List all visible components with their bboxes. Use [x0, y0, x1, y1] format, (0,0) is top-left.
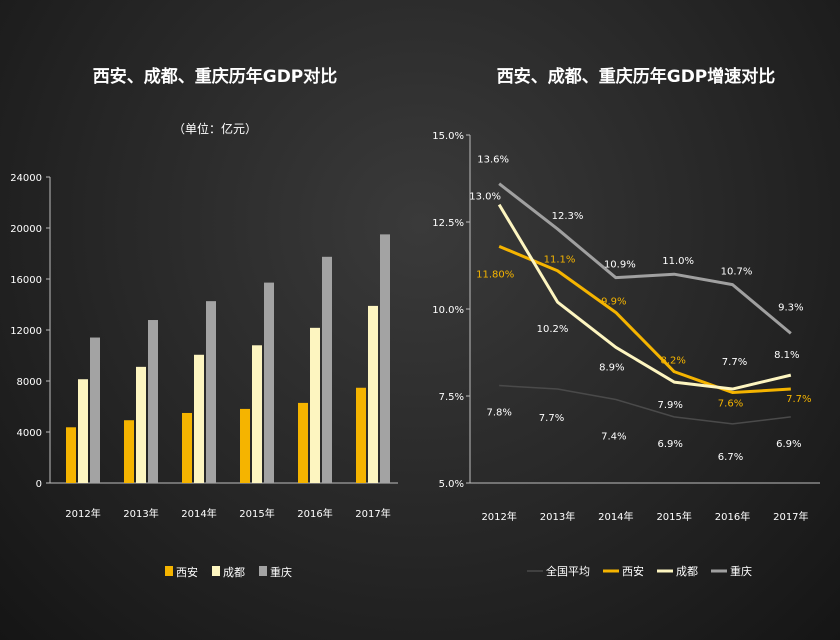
bar-legend-label: 西安: [176, 565, 198, 579]
line-y-tick-label: 10.0%: [432, 305, 464, 316]
line-y-tick-label: 15.0%: [432, 131, 464, 142]
line-data-label: 10.2%: [537, 324, 569, 335]
line-data-label: 8.9%: [599, 362, 624, 373]
line-data-label: 6.9%: [657, 439, 682, 450]
bar-x-tick-label: 2016年: [297, 507, 332, 520]
bar-成都-2012年: [78, 379, 88, 483]
line-legend-label: 成都: [676, 565, 698, 578]
line-data-label: 6.7%: [718, 452, 743, 463]
line-data-label: 7.6%: [718, 399, 743, 410]
line-data-label: 10.7%: [721, 267, 753, 278]
bar-西安-2014年: [182, 412, 192, 483]
line-data-label: 11.80%: [476, 269, 514, 280]
bar-成都-2017年: [368, 305, 378, 483]
line-x-tick-label: 2014年: [598, 510, 633, 523]
line-series-重庆: [498, 182, 792, 335]
line-legend: 全国平均 西安 成都 重庆: [527, 564, 752, 578]
line-data-label: 6.9%: [776, 439, 801, 450]
bar-axes: 0 4000 8000 12000 16000 20000 24000 2012年 2013年 2…: [10, 173, 398, 520]
line-x-tick-label: 2012年: [481, 510, 516, 523]
line-data-label: 9.9%: [601, 296, 626, 307]
line-legend-label: 重庆: [730, 564, 752, 578]
line-data-label: 12.3%: [552, 211, 584, 222]
bar-marks: [66, 234, 390, 483]
bar-legend-swatch: [165, 566, 173, 576]
bar-成都-2015年: [252, 345, 262, 483]
line-legend-label: 西安: [622, 564, 644, 578]
line-x-tick-label: 2017年: [773, 510, 808, 523]
bar-y-tick-label: 20000: [10, 224, 42, 235]
line-series-全国平均: [499, 384, 791, 425]
line-chart: 西安、成都、重庆历年GDP增速对比 5.0% 7.5% 10.0% 12.5% 15.0…: [432, 66, 820, 578]
bar-x-tick-label: 2015年: [239, 507, 274, 520]
line-data-label: 7.8%: [486, 408, 511, 419]
bar-legend-swatch: [259, 566, 267, 576]
bar-legend-label: 重庆: [270, 565, 292, 579]
line-data-label: 9.3%: [778, 302, 803, 313]
line-y-tick-label: 5.0%: [439, 479, 464, 490]
line-data-label: 8.2%: [660, 356, 685, 367]
line-x-tick-label: 2016年: [715, 510, 750, 523]
line-legend-label: 全国平均: [546, 564, 590, 578]
bar-x-tick-label: 2012年: [65, 507, 100, 520]
bar-西安-2012年: [66, 427, 76, 483]
bar-y-tick-label: 0: [36, 479, 42, 490]
line-data-label: 13.0%: [469, 192, 501, 203]
bar-重庆-2014年: [206, 301, 216, 483]
line-data-label: 7.4%: [601, 431, 626, 442]
bar-x-tick-label: 2014年: [181, 507, 216, 520]
bar-y-tick-label: 24000: [10, 173, 42, 184]
line-x-tick-label: 2015年: [656, 510, 691, 523]
bar-x-tick-label: 2017年: [355, 507, 390, 520]
line-data-label: 11.0%: [662, 256, 694, 267]
bar-legend-swatch: [212, 566, 220, 576]
bar-成都-2016年: [310, 327, 320, 483]
bar-成都-2013年: [136, 366, 146, 483]
line-x-tick-label: 2013年: [540, 510, 575, 523]
bar-chart: 西安、成都、重庆历年GDP对比 （单位：亿元） 0 4000 8000 12000 16…: [10, 66, 398, 579]
line-data-label: 7.7%: [786, 394, 811, 405]
bar-重庆-2012年: [90, 337, 100, 483]
bar-legend: 西安 成都 重庆: [165, 565, 292, 579]
bar-西安-2016年: [298, 402, 308, 483]
line-data-label: 11.1%: [544, 255, 576, 266]
line-data-label: 13.6%: [477, 155, 509, 166]
bar-西安-2015年: [240, 408, 250, 483]
bar-y-tick-label: 16000: [10, 275, 42, 286]
bar-重庆-2015年: [264, 282, 274, 483]
line-data-label: 8.1%: [774, 350, 799, 361]
bar-y-tick-label: 12000: [10, 326, 42, 337]
bar-重庆-2017年: [380, 234, 390, 483]
bar-y-tick-label: 8000: [17, 377, 42, 388]
bar-重庆-2016年: [322, 256, 332, 483]
bar-legend-label: 成都: [223, 566, 245, 579]
line-data-label: 7.7%: [539, 413, 564, 424]
line-data-label: 10.9%: [604, 260, 636, 271]
line-data-label: 7.7%: [722, 357, 747, 368]
bar-y-tick-label: 4000: [17, 428, 42, 439]
line-series-成都: [497, 203, 792, 391]
line-marks: [497, 182, 792, 425]
bar-西安-2013年: [124, 420, 134, 483]
bar-chart-title: 西安、成都、重庆历年GDP对比: [93, 66, 338, 87]
bar-成都-2014年: [194, 354, 204, 483]
bar-chart-subtitle: （单位：亿元）: [173, 121, 257, 136]
line-series-西安: [498, 244, 791, 395]
line-data-labels: 7.8% 7.7% 7.4% 6.9% 6.7% 6.9% 11.80% 11.1% 9.9% 8…: [469, 155, 811, 463]
line-data-label: 7.9%: [657, 400, 682, 411]
line-y-tick-label: 12.5%: [432, 218, 464, 229]
bar-重庆-2013年: [148, 320, 158, 483]
bar-西安-2017年: [356, 387, 366, 483]
bar-x-tick-label: 2013年: [123, 507, 158, 520]
line-chart-title: 西安、成都、重庆历年GDP增速对比: [497, 66, 776, 87]
line-axes: 5.0% 7.5% 10.0% 12.5% 15.0% 2012年 2013年 2014年 20…: [432, 131, 820, 523]
line-y-tick-label: 7.5%: [439, 392, 464, 403]
